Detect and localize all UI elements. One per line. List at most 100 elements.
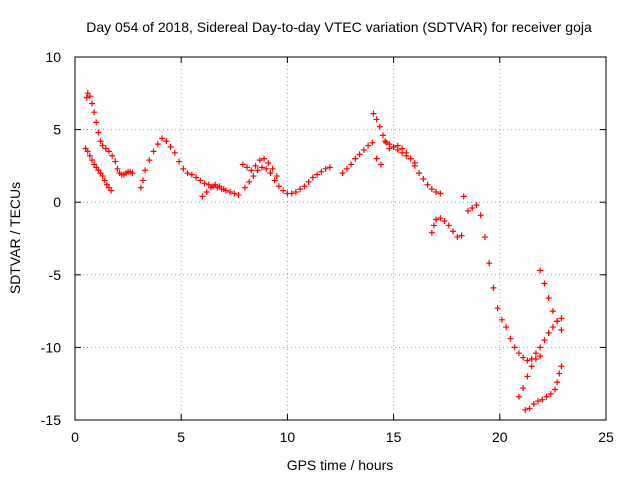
data-point: [159, 135, 166, 142]
data-point: [545, 295, 552, 302]
y-tick-label: -10: [41, 339, 61, 355]
data-point: [163, 138, 170, 145]
data-point: [241, 184, 248, 191]
data-point: [524, 357, 531, 364]
data-point: [109, 152, 116, 159]
data-point: [263, 165, 270, 172]
data-point: [369, 139, 376, 146]
data-point: [424, 181, 431, 188]
data-point: [231, 190, 238, 197]
axis-ticks: [74, 56, 607, 421]
series-seg8: [370, 110, 444, 197]
data-point: [171, 149, 178, 156]
y-tick-labels: -15 -10 -5 0 5 10: [41, 49, 61, 428]
data-point: [201, 180, 208, 187]
data-point: [394, 146, 401, 153]
data-point: [458, 232, 465, 239]
data-point: [269, 165, 276, 172]
data-point: [292, 189, 299, 196]
data-point: [530, 401, 537, 408]
data-point: [445, 222, 452, 229]
data-point: [83, 94, 90, 101]
chart-title: Day 054 of 2018, Sidereal Day-to-day VTE…: [86, 19, 592, 35]
series-seg4: [199, 181, 227, 200]
data-point: [376, 123, 383, 130]
data-point: [91, 109, 98, 116]
data-point: [326, 164, 333, 171]
data-point: [428, 229, 435, 236]
series-seg9: [382, 138, 418, 166]
data-point: [343, 165, 350, 172]
data-point: [95, 129, 102, 136]
data-point: [379, 132, 386, 139]
x-tick-label: 25: [598, 429, 614, 445]
data-point: [365, 142, 372, 149]
data-point: [473, 202, 480, 209]
data-point: [99, 173, 106, 180]
data-point: [146, 157, 153, 164]
data-point: [494, 305, 501, 312]
data-point: [339, 170, 346, 177]
data-point: [511, 344, 518, 351]
data-point: [99, 142, 106, 149]
data-point: [176, 158, 183, 165]
data-point: [239, 161, 246, 168]
data-point: [515, 393, 522, 400]
data-point: [428, 186, 435, 193]
data-point: [469, 205, 476, 212]
data-point: [108, 187, 115, 194]
y-tick-label: -5: [49, 267, 62, 283]
data-point: [265, 159, 272, 166]
data-point: [199, 193, 206, 200]
data-point: [547, 390, 554, 397]
data-point: [441, 218, 448, 225]
x-tick-label: 15: [386, 429, 402, 445]
y-axis-label: SDTVAR / TECUs: [7, 182, 23, 294]
data-point: [97, 138, 104, 145]
data-point: [137, 184, 144, 191]
data-point: [541, 280, 548, 287]
data-point: [309, 174, 316, 181]
x-axis-label: GPS time / hours: [287, 457, 394, 473]
data-point: [420, 175, 427, 182]
plot-frame: [74, 56, 607, 421]
data-point: [216, 183, 223, 190]
data-point: [541, 337, 548, 344]
data-point: [454, 234, 461, 241]
y-tick-label: 0: [53, 194, 61, 210]
data-point: [526, 405, 533, 412]
y-tick-label: 10: [45, 49, 61, 65]
data-point: [212, 181, 219, 188]
data-point: [227, 189, 234, 196]
data-point: [252, 162, 259, 169]
data-point: [460, 193, 467, 200]
data-point: [403, 152, 410, 159]
data-point: [507, 335, 514, 342]
data-point: [167, 144, 174, 151]
data-point: [558, 315, 565, 322]
grid: [75, 57, 606, 420]
data-point: [275, 183, 282, 190]
y-tick-label: 5: [53, 122, 61, 138]
data-point: [554, 379, 561, 386]
data-point: [248, 167, 255, 174]
data-point: [558, 363, 565, 370]
data-point: [407, 155, 414, 162]
data-point: [515, 350, 522, 357]
data-point: [129, 170, 136, 177]
data-point: [390, 144, 397, 151]
data-point: [246, 178, 253, 185]
data-point: [84, 148, 91, 155]
data-point: [254, 167, 261, 174]
data-point: [86, 152, 93, 159]
data-point: [464, 207, 471, 214]
data-point: [220, 186, 227, 193]
data-point: [267, 170, 274, 177]
data-point: [139, 177, 146, 184]
y-tick-label: -15: [41, 412, 61, 428]
series-seg5: [239, 155, 280, 180]
data-point: [539, 396, 546, 403]
data-point: [558, 326, 565, 333]
data-point: [280, 187, 287, 194]
data-point: [433, 189, 440, 196]
